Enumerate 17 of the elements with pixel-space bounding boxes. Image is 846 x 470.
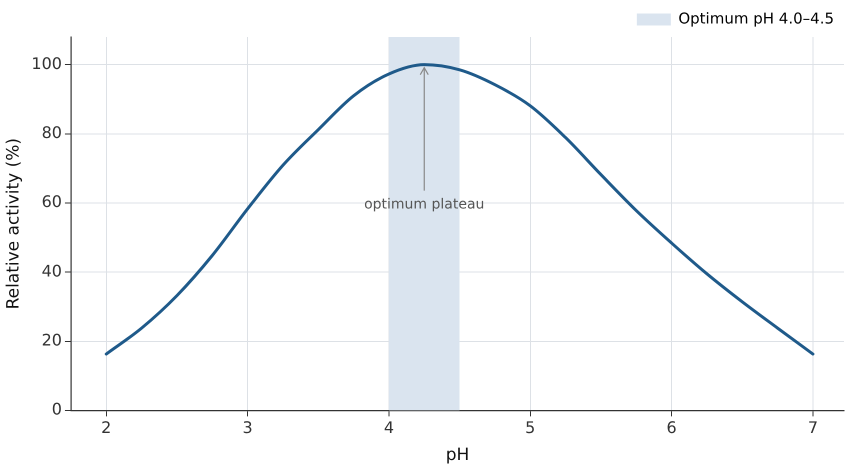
line-series <box>104 63 814 356</box>
y-axis-title: Relative activity (%) <box>4 138 24 310</box>
x-tick-label: 4 <box>384 418 394 438</box>
x-tick-label: 7 <box>808 418 818 438</box>
y-tick-label: 40 <box>42 261 62 280</box>
x-tick-label: 5 <box>525 418 536 438</box>
annotation: optimum plateau <box>364 196 484 212</box>
legend-label: Optimum pH 4.0–4.5 <box>678 9 834 28</box>
x-tick-label: 3 <box>242 418 253 438</box>
x-tick-label: 6 <box>666 418 677 438</box>
y-tick-label: 80 <box>42 122 62 142</box>
y-tick-label: 100 <box>31 54 62 73</box>
x-axis-title: pH <box>446 445 470 466</box>
x-tick-label: 2 <box>101 418 112 438</box>
y-tick-label: 60 <box>42 192 62 212</box>
y-tick-label: 0 <box>52 400 62 419</box>
y-tick-label: 20 <box>42 330 62 350</box>
